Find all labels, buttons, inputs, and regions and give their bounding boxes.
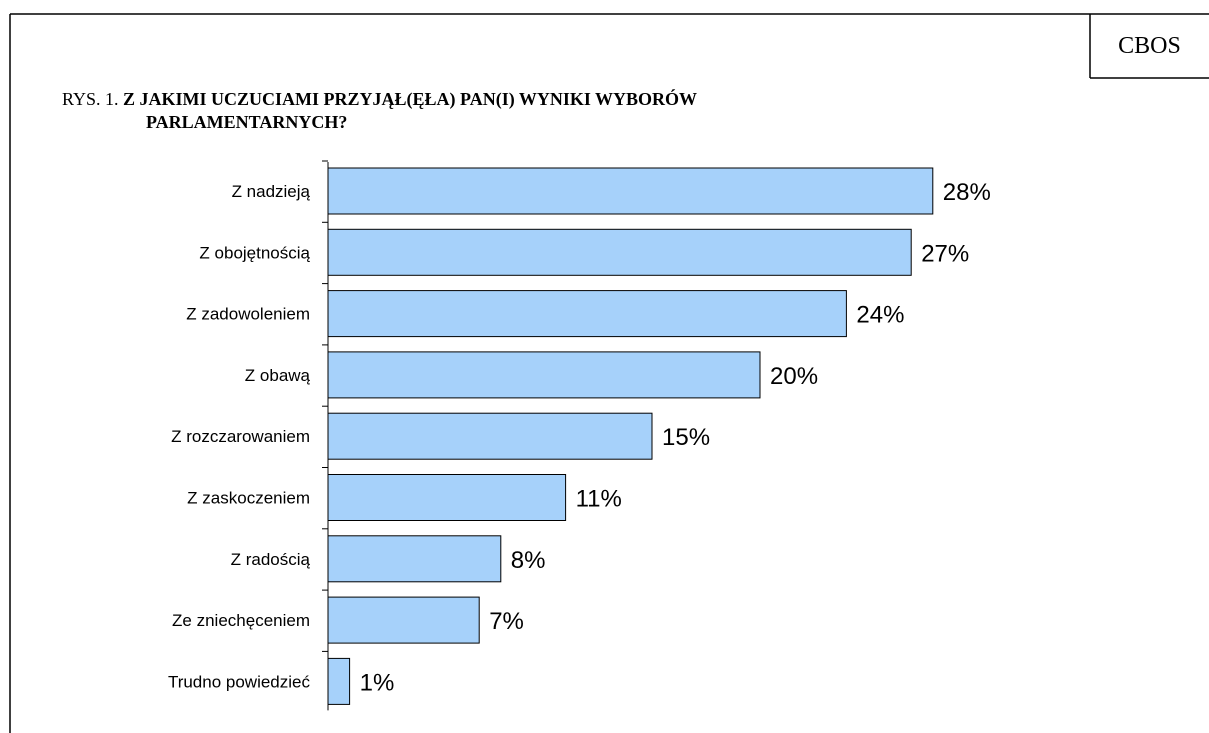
value-label: 20% <box>770 363 818 390</box>
category-label: Z nadzieją <box>232 182 311 201</box>
value-label: 7% <box>489 608 524 635</box>
figure-title-line1: Z JAKIMI UCZUCIAMI PRZYJĄŁ(ĘŁA) PAN(I) W… <box>123 89 698 109</box>
figure-title-line2: PARLAMENTARNYCH? <box>146 112 348 132</box>
bar <box>327 474 567 521</box>
bar <box>327 657 351 705</box>
figure-prefix: RYS. 1. <box>62 89 119 109</box>
bar <box>327 290 847 338</box>
value-label: 1% <box>360 669 395 696</box>
category-label: Z radością <box>231 550 311 569</box>
value-label: 15% <box>662 424 710 451</box>
value-label: 24% <box>856 302 904 329</box>
category-label: Z obawą <box>245 366 311 385</box>
value-label: 8% <box>511 547 546 574</box>
value-label: 28% <box>943 179 991 206</box>
value-label: 11% <box>576 486 622 513</box>
category-label: Z rozczarowaniem <box>171 427 310 446</box>
bar <box>327 412 653 460</box>
bar <box>327 167 934 215</box>
bar <box>327 596 480 644</box>
figure-title: RYS. 1. Z JAKIMI UCZUCIAMI PRZYJĄŁ(ĘŁA) … <box>62 88 962 134</box>
category-label: Z zadowoleniem <box>186 305 310 324</box>
category-label: Z zaskoczeniem <box>187 489 310 508</box>
bar <box>327 535 502 583</box>
cbos-logo-label: CBOS <box>1118 32 1181 59</box>
value-label: 27% <box>921 240 969 267</box>
bar <box>327 228 912 276</box>
bar <box>327 351 761 399</box>
category-label: Z obojętnością <box>199 243 310 262</box>
category-label: Trudno powiedzieć <box>168 672 311 691</box>
category-label: Ze zniechęceniem <box>172 611 310 630</box>
